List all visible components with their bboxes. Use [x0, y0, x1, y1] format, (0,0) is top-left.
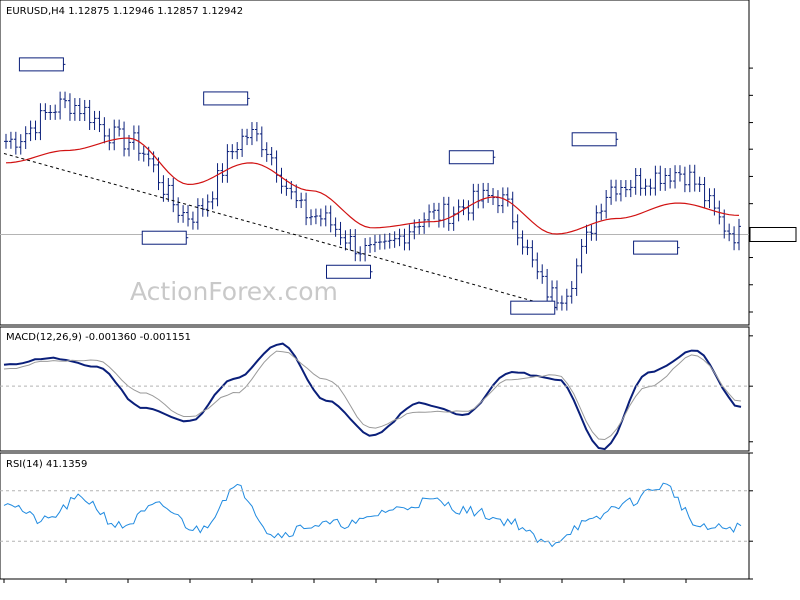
price-chart-title: EURUSD,H4 1.12875 1.12946 1.12857 1.1294…: [6, 6, 243, 17]
price-pane: ActionForex.com EURUSD,H4 1.12875 1.1294…: [0, 0, 797, 326]
annotation-box: [141, 230, 187, 245]
macd-y-axis: [0, 335, 753, 443]
macd-pane: MACD(12,26,9) -0.001360 -0.001151: [0, 326, 753, 452]
price-series-lines: [5, 137, 740, 235]
annotation-box: [203, 91, 249, 106]
annotation-box: [448, 150, 494, 165]
rsi-pane: RSI(14) 41.1359: [0, 452, 753, 580]
price-ohlc-bars: [4, 91, 741, 311]
price-pane-frame: [0, 0, 750, 326]
rsi-y-axis: [0, 452, 753, 580]
annotation-box: [571, 132, 617, 147]
macd-pane-frame: [0, 326, 750, 452]
rsi-pane-frame: [0, 452, 750, 580]
rsi-title: RSI(14) 41.1359: [6, 459, 87, 470]
macd-title: MACD(12,26,9) -0.001360 -0.001151: [6, 332, 191, 343]
annotation-box: [18, 57, 64, 72]
price-annotations: [18, 57, 680, 315]
annotation-box: [510, 300, 556, 315]
price-y-axis: [749, 67, 797, 313]
macd-line: [3, 342, 742, 451]
annotation-box: [633, 240, 679, 255]
rsi-line: [3, 482, 742, 548]
moving-average-line: [5, 137, 740, 235]
watermark: ActionForex.com: [130, 277, 338, 306]
annotation-box: [326, 264, 371, 279]
current-price-box: [749, 226, 797, 242]
time-axis: [3, 579, 687, 583]
macd-signal-line: [3, 350, 742, 441]
rsi-series: [3, 482, 742, 548]
macd-series: [3, 342, 742, 451]
